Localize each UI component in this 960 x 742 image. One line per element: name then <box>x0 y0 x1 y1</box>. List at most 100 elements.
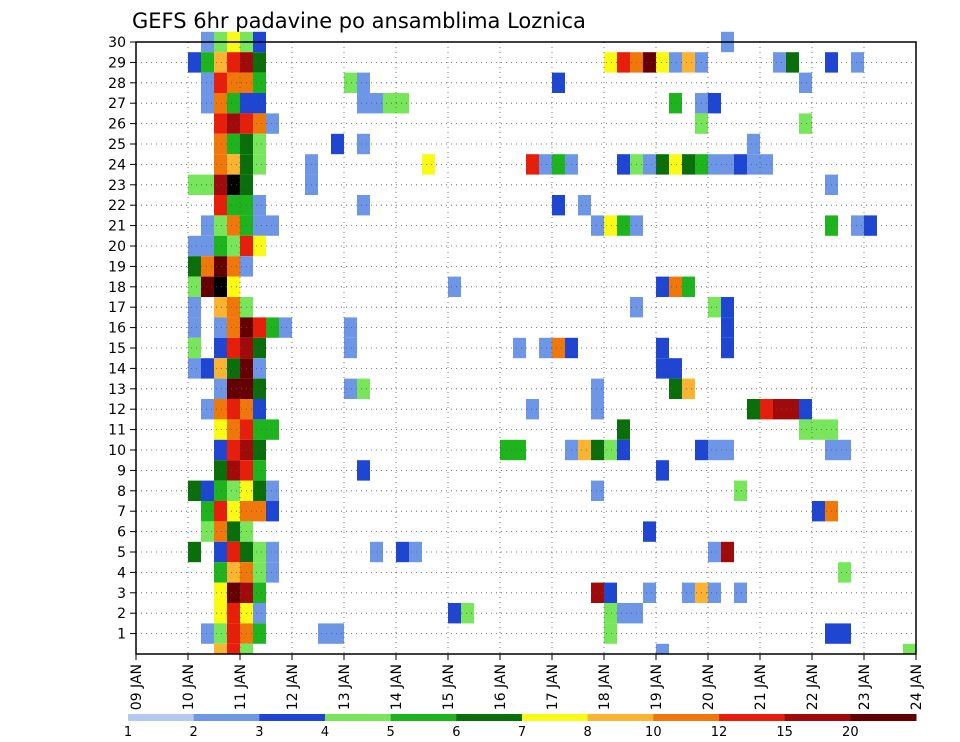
heatmap-cell <box>617 419 630 440</box>
heatmap-cell <box>747 133 760 155</box>
heatmap-cell <box>188 174 201 195</box>
heatmap-cell <box>396 541 409 563</box>
legend-label: 2 <box>190 725 198 740</box>
heatmap-cell <box>214 358 227 379</box>
heatmap-cell <box>253 480 266 501</box>
heatmap-cell <box>253 93 266 114</box>
heatmap-cell <box>552 72 565 93</box>
heatmap-cell <box>188 480 201 501</box>
heatmap-cell <box>656 460 669 481</box>
heatmap-cell <box>656 643 669 654</box>
heatmap-cell <box>747 154 760 175</box>
heatmap-cell <box>214 297 227 318</box>
heatmap-cell <box>214 337 227 359</box>
heatmap-cell <box>253 113 266 134</box>
heatmap-cell <box>721 317 734 338</box>
y-tick-label: 18 <box>108 280 126 296</box>
heatmap-cell <box>227 480 240 501</box>
heatmap-cell <box>591 399 604 420</box>
heatmap-cell <box>357 93 370 114</box>
heatmap-cell <box>227 256 240 277</box>
heatmap-cell <box>682 154 695 175</box>
heatmap-cell <box>253 623 266 644</box>
heatmap-cell <box>227 174 240 195</box>
heatmap-cell <box>266 317 279 338</box>
heatmap-cell <box>266 215 279 236</box>
heatmap-cell <box>214 133 227 155</box>
heatmap-cell <box>357 195 370 216</box>
y-tick-label: 10 <box>108 443 126 459</box>
heatmap-cell <box>227 439 240 461</box>
heatmap-cell <box>357 460 370 481</box>
y-tick-label: 12 <box>108 402 126 418</box>
heatmap-cell <box>227 154 240 175</box>
heatmap-cell <box>786 399 799 420</box>
legend-label: 5 <box>387 725 395 740</box>
y-tick-label: 15 <box>108 341 126 357</box>
y-tick-label: 16 <box>108 321 126 337</box>
heatmap-cell <box>214 399 227 420</box>
heatmap-cell <box>344 317 357 338</box>
heatmap-cell <box>344 378 357 399</box>
heatmap-cell <box>227 235 240 257</box>
heatmap-cell <box>864 215 877 236</box>
legend-label: 10 <box>645 725 662 740</box>
heatmap-cell <box>669 378 682 399</box>
heatmap-cell <box>227 643 240 654</box>
heatmap-cell <box>656 276 669 297</box>
legend-swatch <box>587 714 654 721</box>
heatmap-cell <box>253 460 266 481</box>
heatmap-cell <box>812 501 825 522</box>
y-tick-label: 4 <box>117 565 126 581</box>
heatmap-cell <box>552 337 565 359</box>
heatmap-cell <box>721 541 734 563</box>
heatmap-cell <box>604 215 617 236</box>
heatmap-cell <box>214 154 227 175</box>
heatmap-cell <box>708 439 721 461</box>
x-tick-label: 13 JAN <box>337 664 353 710</box>
legend-label: 7 <box>518 725 526 740</box>
heatmap-cell <box>201 72 214 93</box>
legend-swatch <box>653 714 720 721</box>
heatmap-cell <box>227 603 240 624</box>
heatmap-cell <box>227 541 240 563</box>
heatmap-cell <box>227 215 240 236</box>
x-tick-label: 11 JAN <box>233 664 249 710</box>
heatmap-cell <box>669 154 682 175</box>
heatmap-cell <box>721 297 734 318</box>
x-tick-label: 21 JAN <box>753 664 769 710</box>
heatmap-cell <box>227 562 240 583</box>
heatmap-cell <box>708 297 721 318</box>
heatmap-cell <box>799 419 812 440</box>
heatmap-cell <box>539 337 552 359</box>
heatmap-cell <box>227 460 240 481</box>
x-tick-label: 17 JAN <box>545 664 561 710</box>
heatmap-cell <box>552 154 565 175</box>
heatmap-cell <box>838 439 851 461</box>
heatmap-cell <box>643 52 656 73</box>
legend-swatch <box>456 714 523 721</box>
heatmap-cell <box>682 378 695 399</box>
heatmap-cell <box>188 52 201 73</box>
heatmap-cell <box>214 460 227 481</box>
heatmap-cell <box>214 603 227 624</box>
heatmap-cell <box>201 358 214 379</box>
heatmap-cell <box>266 480 279 501</box>
heatmap-cell <box>682 276 695 297</box>
heatmap-cell <box>214 643 227 654</box>
heatmap-cell <box>227 297 240 318</box>
heatmap-cell <box>214 562 227 583</box>
heatmap-cell <box>201 93 214 114</box>
legend-label: 6 <box>452 725 460 740</box>
heatmap-cell <box>591 378 604 399</box>
heatmap-cell <box>227 133 240 155</box>
y-tick-label: 13 <box>108 382 126 398</box>
y-tick-label: 11 <box>108 423 126 439</box>
heatmap-cell <box>201 521 214 542</box>
heatmap-cell <box>253 501 266 522</box>
heatmap-cell <box>344 337 357 359</box>
heatmap-cell <box>669 93 682 114</box>
heatmap-cell <box>253 399 266 420</box>
heatmap-cell <box>799 113 812 134</box>
heatmap-cell <box>227 623 240 644</box>
